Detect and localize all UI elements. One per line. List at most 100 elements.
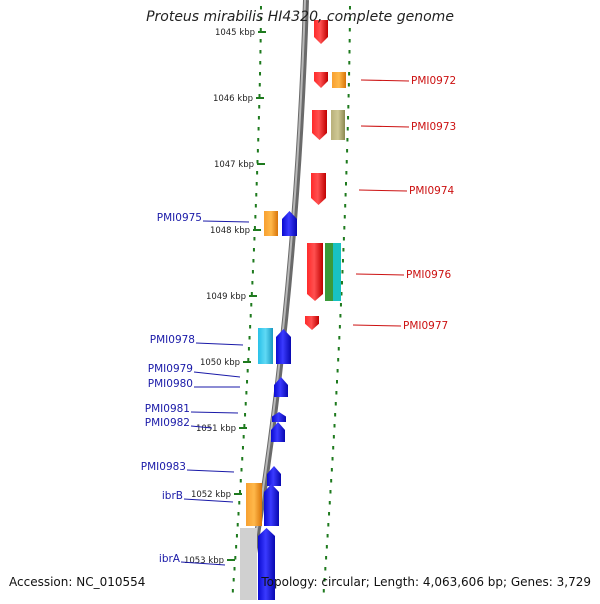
left-tick-dot xyxy=(245,391,248,395)
left-tick-dot xyxy=(250,303,253,307)
right-tick-dot xyxy=(340,292,343,296)
right-tick-dot xyxy=(334,402,337,406)
left-tick-dot xyxy=(248,336,251,340)
right-tick-dot xyxy=(328,501,331,505)
right-tick-dot xyxy=(342,237,345,241)
left-tick-dot xyxy=(244,402,247,406)
reverse-gene-label: PMI0974 xyxy=(409,185,455,197)
right-tick-dot xyxy=(346,149,349,153)
right-tick-dot xyxy=(326,534,329,538)
left-tick-dot xyxy=(258,83,261,87)
right-tick-dot xyxy=(322,589,325,593)
forward-gene-label: ibrA xyxy=(159,553,181,565)
gene-annotation-box xyxy=(258,328,273,364)
right-tick-dot xyxy=(340,281,343,285)
left-tick-dot xyxy=(247,347,250,351)
left-tick-dot xyxy=(258,94,261,98)
left-tick-dot xyxy=(239,479,242,483)
right-tick-dot xyxy=(343,226,346,230)
left-tick-dot xyxy=(233,567,236,571)
left-tick-dot xyxy=(259,28,262,32)
reverse-gene-arrow xyxy=(311,173,326,205)
gene-leader-line xyxy=(180,561,226,566)
right-tick-dot xyxy=(343,215,346,219)
gene-leader-line xyxy=(360,125,410,128)
kbp-tick-label: 1047 kbp xyxy=(214,160,254,170)
forward-gene-label: PMI0978 xyxy=(150,334,195,346)
right-tick-dot xyxy=(348,28,351,32)
right-tick-dot xyxy=(348,17,351,21)
left-tick-dot xyxy=(244,413,247,417)
left-tick-dot xyxy=(242,435,245,439)
kbp-tick-label: 1046 kbp xyxy=(213,94,253,104)
gene-annotation-box xyxy=(333,243,341,301)
reverse-gene-arrow xyxy=(314,72,328,88)
left-tick-dot xyxy=(257,138,260,142)
left-tick-dot xyxy=(235,545,238,549)
right-tick-dot xyxy=(333,424,336,428)
left-tick-dot xyxy=(240,468,243,472)
reverse-gene-arrow xyxy=(312,110,327,140)
gene-leader-line xyxy=(195,342,244,346)
left-tick-dot xyxy=(255,182,258,186)
left-tick-dot xyxy=(238,501,241,505)
left-tick-dot xyxy=(252,259,255,263)
right-tick-dot xyxy=(345,160,348,164)
left-tick-dot xyxy=(257,127,260,131)
right-tick-dot xyxy=(338,325,341,329)
left-tick-dot xyxy=(257,116,260,120)
right-tick-dot xyxy=(324,567,327,571)
left-tick-dot xyxy=(232,578,235,582)
forward-gene-label: ibrB xyxy=(162,490,183,502)
gene-leader-line xyxy=(355,273,405,276)
right-tick-dot xyxy=(348,39,351,43)
gene-leader-line xyxy=(193,371,241,378)
right-tick-dot xyxy=(347,116,350,120)
right-tick-dot xyxy=(347,105,350,109)
gene-leader-line xyxy=(352,324,402,327)
left-tick-dot xyxy=(252,248,255,252)
right-tick-dot xyxy=(348,50,351,54)
right-tick-dot xyxy=(323,578,326,582)
left-tick-dot xyxy=(259,17,262,21)
right-tick-dot xyxy=(347,83,350,87)
kbp-tick-label: 1049 kbp xyxy=(206,292,246,302)
right-tick-dot xyxy=(329,490,332,494)
right-tick-dot xyxy=(348,61,351,65)
right-tick-dot xyxy=(338,336,341,340)
forward-gene-arrow xyxy=(274,377,288,397)
right-tick-dot xyxy=(344,182,347,186)
reverse-gene-arrow xyxy=(305,316,319,330)
right-tick-dot xyxy=(342,248,345,252)
right-tick-dot xyxy=(347,94,350,98)
right-tick-dot xyxy=(337,347,340,351)
left-tick-dot xyxy=(256,160,259,164)
left-tick-dot xyxy=(250,292,253,296)
forward-gene-label: PMI0975 xyxy=(157,212,202,224)
right-tick-dot xyxy=(345,171,348,175)
gene-leader-line xyxy=(183,498,234,503)
right-tick-dot xyxy=(325,556,328,560)
gene-annotation-box xyxy=(331,110,345,140)
gene-leader-line xyxy=(186,469,235,473)
left-tick-dot xyxy=(234,556,237,560)
right-tick-dot xyxy=(330,468,333,472)
left-tick-dot xyxy=(259,50,262,54)
reverse-gene-arrow xyxy=(307,243,323,301)
left-tick-dot xyxy=(259,72,262,76)
forward-gene-label: PMI0980 xyxy=(148,378,193,390)
right-tick-dot xyxy=(344,193,347,197)
right-tick-dot xyxy=(327,523,330,527)
left-tick-dot xyxy=(249,325,252,329)
reverse-gene-label: PMI0977 xyxy=(403,320,448,332)
forward-gene-arrow xyxy=(264,484,279,526)
left-tick-dot xyxy=(254,215,257,219)
gene-leader-line xyxy=(202,220,250,223)
topology-text: Topology: circular; Length: 4,063,606 bp… xyxy=(261,575,591,589)
forward-gene-label: PMI0981 xyxy=(145,403,190,415)
kbp-tick-label: 1053 kbp xyxy=(184,556,224,566)
right-tick-dot xyxy=(332,446,335,450)
left-tick-dot xyxy=(259,6,262,10)
map-title: Proteus mirabilis HI4320, complete genom… xyxy=(146,9,454,25)
